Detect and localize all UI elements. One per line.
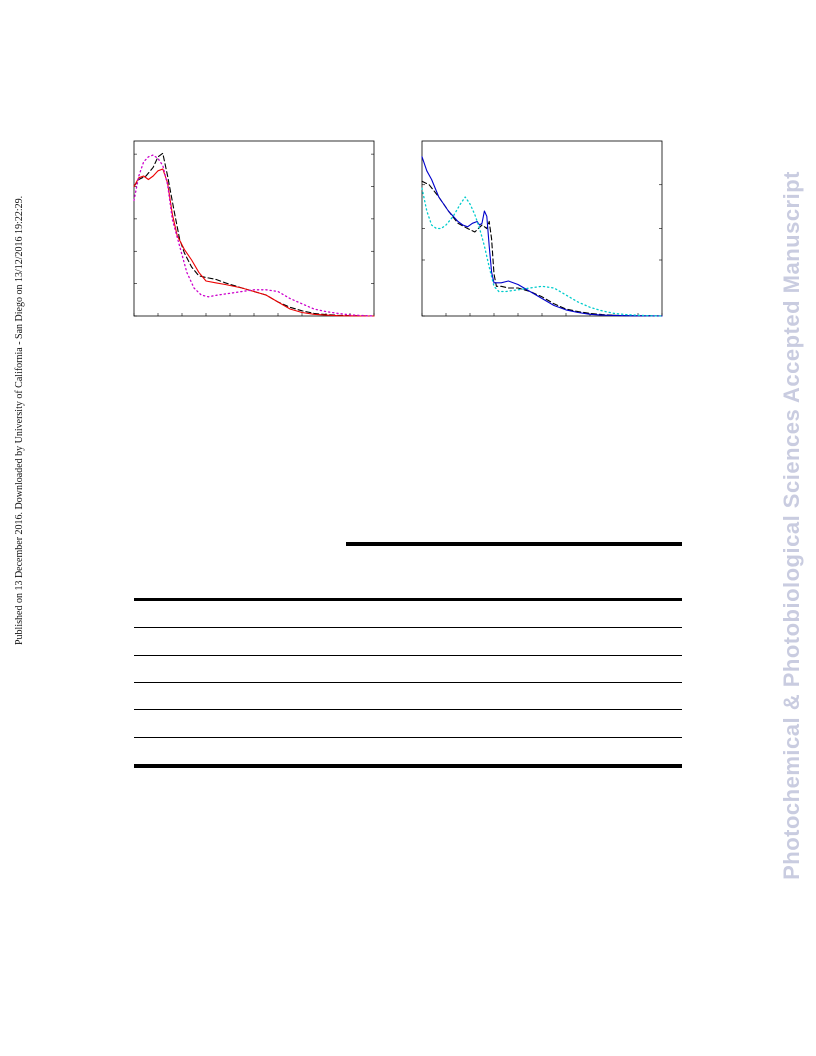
chart-left (133, 140, 375, 317)
table-bottom-rule (134, 764, 682, 768)
table-row-rule (134, 682, 682, 683)
watermark-text: Photochemical & Photobiological Sciences… (779, 170, 804, 880)
series-line-1 (133, 152, 375, 317)
table-row-rule (134, 627, 682, 628)
series-line-2 (421, 156, 663, 317)
download-notice: Published on 13 December 2016. Downloade… (14, 195, 25, 645)
table-top-rule (346, 542, 682, 546)
table-header-rule (134, 598, 682, 601)
journal-watermark: Photochemical & Photobiological Sciences… (778, 130, 806, 920)
table-row-rule (134, 655, 682, 656)
plot-frame (421, 140, 663, 317)
chart-right (421, 140, 663, 317)
series-line-3 (133, 154, 375, 317)
table-row-rule (134, 737, 682, 738)
series-line-1 (421, 180, 663, 317)
series-line-2 (133, 168, 375, 317)
table-row-rule (134, 709, 682, 710)
